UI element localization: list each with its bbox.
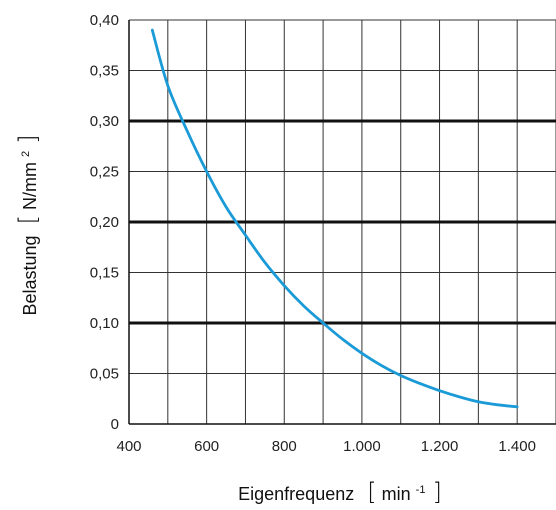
- plot-frame: [128, 20, 556, 425]
- y-tick-labels: 0 0,05 0,10 0,15 0,20 0,25 0,30 0,35 0,40: [90, 12, 119, 433]
- y-tick-label: 0: [111, 416, 119, 433]
- y-tick-label: 0,05: [90, 366, 119, 383]
- series-line: [150, 28, 519, 409]
- x-tick-label: 1.200: [421, 438, 459, 455]
- y-tick-label: 0,10: [90, 315, 119, 332]
- y-axis-unit-open-bracket: [: [14, 215, 42, 224]
- y-tick-label: 0,20: [90, 214, 119, 231]
- y-tick-label: 0,35: [90, 63, 119, 80]
- y-axis-label: Belastung [ N/mm 2 ]: [13, 135, 42, 316]
- x-axis-unit-base: min: [382, 484, 411, 504]
- y-axis-unit-close-bracket: ]: [14, 135, 42, 144]
- y-axis-unit-sup: 2: [20, 151, 32, 157]
- y-tick-label: 0,30: [90, 113, 119, 130]
- x-axis-label-text: Eigenfrequenz: [238, 484, 354, 504]
- x-tick-label: 400: [116, 438, 141, 455]
- series-layer: [150, 28, 519, 409]
- y-axis-unit-base: N/mm: [20, 162, 40, 210]
- x-tick-label: 1.400: [498, 438, 536, 455]
- x-tick-labels: 400 600 800 1.000 1.200 1.400: [116, 438, 535, 455]
- y-tick-label: 0,40: [90, 12, 119, 29]
- x-tick-label: 600: [194, 438, 219, 455]
- y-tick-label: 0,15: [90, 265, 119, 282]
- x-tick-label: 800: [272, 438, 297, 455]
- x-axis-unit-sup: -1: [416, 484, 426, 496]
- x-axis-label: Eigenfrequenz [ min -1 ]: [238, 477, 442, 506]
- x-tick-label: 1.000: [343, 438, 381, 455]
- y-tick-label: 0,25: [90, 164, 119, 181]
- svg-text:Belastung [ N/mm: Belastung [ N/mm 2 ]: [13, 135, 42, 316]
- x-axis-unit-open-bracket: [: [367, 478, 376, 506]
- grid-major: [129, 119, 556, 325]
- y-axis-label-text: Belastung: [20, 235, 40, 315]
- x-axis-unit-close-bracket: ]: [432, 478, 441, 506]
